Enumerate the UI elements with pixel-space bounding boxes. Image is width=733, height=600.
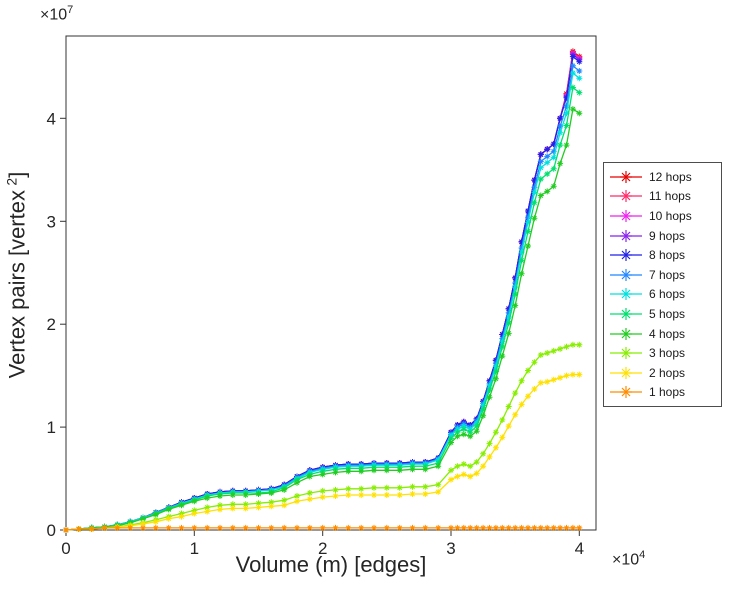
x-tick-label: 3 <box>446 539 455 558</box>
legend-entry-label: 4 hops <box>649 326 686 341</box>
legend-entry-label: 1 hops <box>649 385 686 400</box>
x-tick-label: 4 <box>575 539 584 558</box>
line-12-hops <box>65 50 580 531</box>
y-axis-label: Vertex pairs [vertex 2] <box>3 172 30 379</box>
legend-line-marker-icon <box>610 229 642 242</box>
axes-box <box>65 35 597 531</box>
legend-entry-7-hops: 7 hops <box>608 265 721 285</box>
y-tick-label: 0 <box>47 521 56 540</box>
legend-entry-4-hops: 4 hops <box>608 324 721 344</box>
line-6-hops <box>65 71 580 531</box>
markers-6-hops <box>63 70 583 533</box>
line-5-hops <box>65 86 580 531</box>
markers-11-hops <box>63 49 583 533</box>
markers-1-hops <box>63 524 583 533</box>
x-axis-multiplier: ×104 <box>612 549 645 569</box>
y-axis-label-bracket: ] <box>4 171 30 178</box>
legend-entry-11-hops: 11 hops <box>608 187 721 207</box>
markers-7-hops <box>63 62 583 533</box>
legend-entry-3-hops: 3 hops <box>608 343 721 363</box>
y-tick-label: 4 <box>47 109 56 128</box>
y-tick-label: 3 <box>47 212 56 231</box>
markers-2-hops <box>63 371 583 533</box>
x-multiplier-exponent: 4 <box>639 549 646 561</box>
line-2-hops <box>65 373 580 531</box>
legend-line-marker-icon <box>610 347 642 360</box>
line-10-hops <box>65 52 580 531</box>
legend-entry-8-hops: 8 hops <box>608 245 721 265</box>
legend-line-marker-icon <box>610 327 642 340</box>
legend-entry-6-hops: 6 hops <box>608 285 721 305</box>
legend-line-marker-icon <box>610 190 642 203</box>
legend-line-marker-icon <box>610 386 642 399</box>
legend-entry-label: 11 hops <box>649 189 691 204</box>
markers-9-hops <box>63 51 583 533</box>
markers-10-hops <box>63 50 583 533</box>
legend-entry-2-hops: 2 hops <box>608 363 721 383</box>
legend-entry-label: 8 hops <box>649 248 686 263</box>
legend-entry-label: 9 hops <box>649 228 686 243</box>
markers-12-hops <box>63 48 583 533</box>
line-8-hops <box>65 55 580 531</box>
y-axis-label-text: Vertex pairs [vertex <box>4 190 30 379</box>
legend-entry-label: 10 hops <box>649 208 692 223</box>
legend-entry-1-hops: 1 hops <box>608 383 721 403</box>
x-multiplier-base: ×10 <box>612 551 640 569</box>
y-axis-label-superscript: 2 <box>3 177 20 186</box>
x-tick-label: 2 <box>318 539 327 558</box>
legend-entry-label: 5 hops <box>649 306 686 321</box>
y-tick-label: 2 <box>47 315 56 334</box>
y-tick-label: 1 <box>47 418 56 437</box>
x-tick-label: 0 <box>61 539 70 558</box>
legend-line-marker-icon <box>610 249 642 262</box>
legend-entry-label: 12 hops <box>649 169 692 184</box>
line-9-hops <box>65 53 580 531</box>
legend-box: 12 hops 11 hops 10 hops 9 hops 8 hops 7 hops 6… <box>603 162 722 408</box>
legend-line-marker-icon <box>610 288 642 301</box>
y-axis-multiplier: ×107 <box>40 4 73 24</box>
line-11-hops <box>65 51 580 531</box>
markers-8-hops <box>63 53 583 533</box>
legend-entry-9-hops: 9 hops <box>608 226 721 246</box>
line-7-hops <box>65 64 580 531</box>
legend-line-marker-icon <box>610 268 642 281</box>
legend-entry-label: 2 hops <box>649 365 686 380</box>
legend-entry-label: 3 hops <box>649 346 686 361</box>
x-tick-label: 1 <box>190 539 199 558</box>
legend-line-marker-icon <box>610 307 642 320</box>
legend-entry-5-hops: 5 hops <box>608 304 721 324</box>
legend-line-marker-icon <box>610 170 642 183</box>
x-axis-label: Volume (m) [edges] <box>235 552 427 577</box>
legend-entry-10-hops: 10 hops <box>608 206 721 226</box>
legend-entry-12-hops: 12 hops <box>608 167 721 187</box>
legend-entry-label: 7 hops <box>649 267 686 282</box>
y-multiplier-base: ×10 <box>40 6 68 24</box>
legend-entry-label: 6 hops <box>649 287 686 302</box>
legend-line-marker-icon <box>610 209 642 222</box>
legend-line-marker-icon <box>610 366 642 379</box>
y-multiplier-exponent: 7 <box>67 4 74 16</box>
